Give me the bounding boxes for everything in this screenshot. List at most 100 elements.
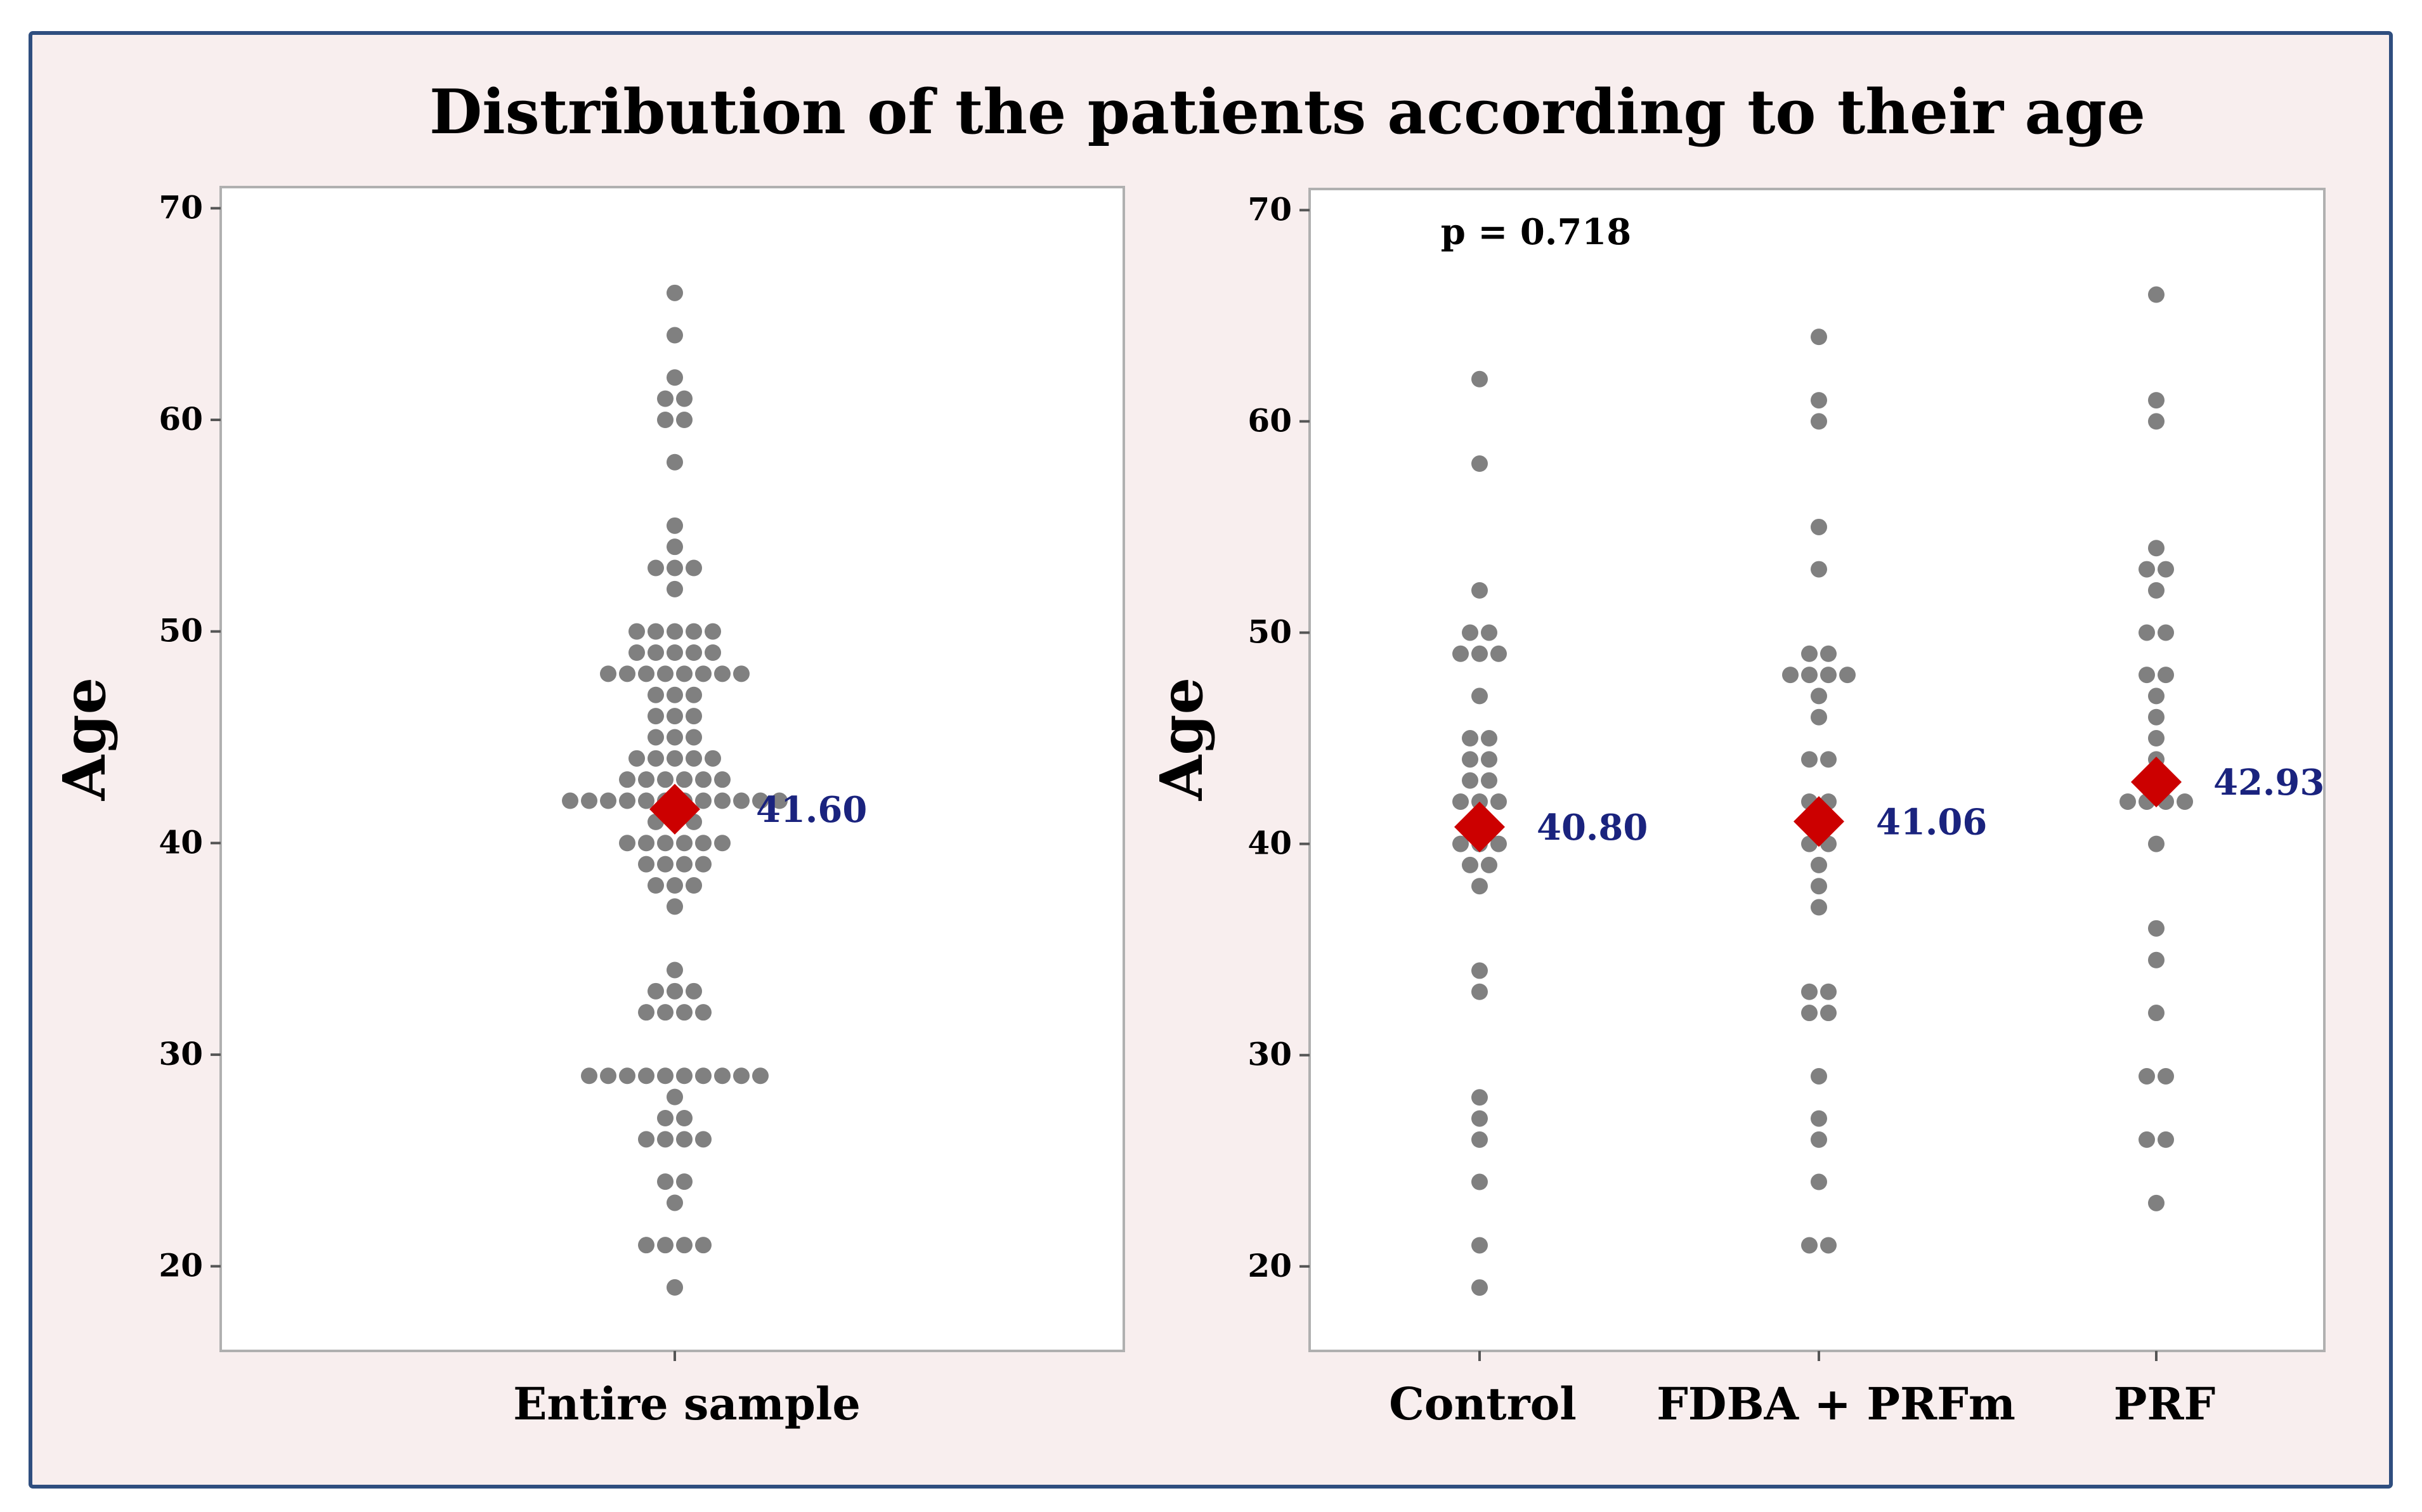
- data-point: [657, 856, 674, 873]
- data-point: [1471, 1110, 1488, 1127]
- data-point: [667, 961, 683, 979]
- data-point: [1490, 645, 1507, 662]
- data-point: [1490, 793, 1507, 810]
- data-point: [695, 1237, 712, 1254]
- data-point: [638, 665, 654, 682]
- data-point: [638, 771, 654, 788]
- data-point: [1490, 835, 1507, 852]
- data-point: [1481, 624, 1497, 641]
- data-point: [1811, 899, 1827, 916]
- data-point: [695, 771, 712, 788]
- y-tick-label: 40: [159, 823, 203, 861]
- data-point: [1811, 329, 1827, 346]
- data-point: [1811, 856, 1827, 873]
- mean-value-label: 42.93: [2213, 762, 2324, 804]
- data-point: [667, 1194, 683, 1211]
- data-point: [1782, 667, 1799, 684]
- data-point: [1811, 1110, 1827, 1127]
- mean-value-label: 41.06: [1876, 801, 1987, 843]
- data-point: [638, 835, 654, 852]
- data-point: [600, 665, 616, 682]
- data-point: [676, 665, 693, 682]
- data-point: [667, 559, 683, 577]
- data-point: [695, 792, 712, 809]
- data-point: [714, 792, 731, 809]
- data-point: [667, 686, 683, 703]
- data-point: [667, 284, 683, 301]
- data-point: [1820, 751, 1837, 768]
- data-point: [667, 623, 683, 640]
- data-point: [2139, 1131, 2155, 1148]
- y-tick-label: 20: [1247, 1247, 1292, 1284]
- data-point: [1801, 1005, 1818, 1022]
- data-point: [1820, 983, 1837, 1000]
- data-point: [2158, 667, 2174, 684]
- data-point: [771, 792, 788, 809]
- data-point: [1811, 1131, 1827, 1148]
- data-point: [638, 1237, 654, 1254]
- data-point: [1462, 856, 1478, 873]
- y-tick-label: 70: [1247, 190, 1292, 228]
- data-point: [714, 1067, 731, 1085]
- data-point: [657, 1131, 674, 1148]
- data-point: [2148, 730, 2165, 747]
- data-point: [1811, 1173, 1827, 1190]
- plot-area: 20 30 40 50 60 70 Age Entire sample 41.60 20 30 40 5…: [50, 186, 2326, 1430]
- data-point: [714, 665, 731, 682]
- data-point: [619, 835, 635, 852]
- category-label: PRF: [2114, 1378, 2216, 1430]
- data-point: [1471, 1089, 1488, 1106]
- data-point: [686, 559, 702, 577]
- data-point: [657, 390, 674, 407]
- data-point: [1811, 561, 1827, 578]
- data-point: [619, 792, 635, 809]
- data-point: [1471, 582, 1488, 599]
- category-label: Entire sample: [513, 1378, 861, 1430]
- data-point: [2148, 835, 2165, 852]
- data-point: [733, 1067, 750, 1085]
- data-point: [2148, 392, 2165, 409]
- data-point: [2148, 688, 2165, 705]
- data-point: [1811, 413, 1827, 430]
- data-point: [695, 1067, 712, 1085]
- mean-marker: [2131, 756, 2182, 807]
- data-point: [676, 856, 693, 873]
- data-point: [705, 750, 721, 767]
- data-point: [733, 792, 750, 809]
- data-point: [1471, 645, 1488, 662]
- data-point: [1811, 688, 1827, 705]
- data-point: [686, 982, 702, 1000]
- p-value-label: p = 0.718: [1441, 211, 1631, 253]
- data-point: [695, 1131, 712, 1148]
- data-point: [1481, 772, 1497, 789]
- data-point: [1801, 1237, 1818, 1254]
- category-label: Control: [1389, 1378, 1577, 1430]
- category-label: FDBA + PRFm: [1657, 1378, 2015, 1430]
- data-point: [1471, 1237, 1488, 1254]
- data-point: [1452, 835, 1469, 852]
- data-point: [648, 750, 664, 767]
- data-point: [1820, 645, 1837, 662]
- mean-value-label: 40.80: [1537, 807, 1648, 849]
- y-tick-label: 50: [1247, 613, 1292, 650]
- y-tick-label: 70: [159, 188, 203, 226]
- data-point: [2148, 708, 2165, 726]
- data-point: [1452, 793, 1469, 810]
- y-tick-label: 50: [159, 612, 203, 649]
- y-tick-label: 30: [159, 1035, 203, 1072]
- data-point: [705, 644, 721, 661]
- data-point: [1801, 751, 1818, 768]
- data-point: [2177, 793, 2193, 810]
- data-point: [686, 644, 702, 661]
- data-point: [2148, 1005, 2165, 1022]
- panel-background: [219, 186, 1125, 1352]
- data-point: [562, 792, 578, 809]
- data-point: [676, 771, 693, 788]
- data-point: [1811, 518, 1827, 535]
- data-point: [676, 1173, 693, 1190]
- data-point: [2139, 667, 2155, 684]
- data-point: [1820, 1237, 1837, 1254]
- data-point: [638, 1004, 654, 1021]
- data-point: [628, 644, 645, 661]
- data-point: [657, 1004, 674, 1021]
